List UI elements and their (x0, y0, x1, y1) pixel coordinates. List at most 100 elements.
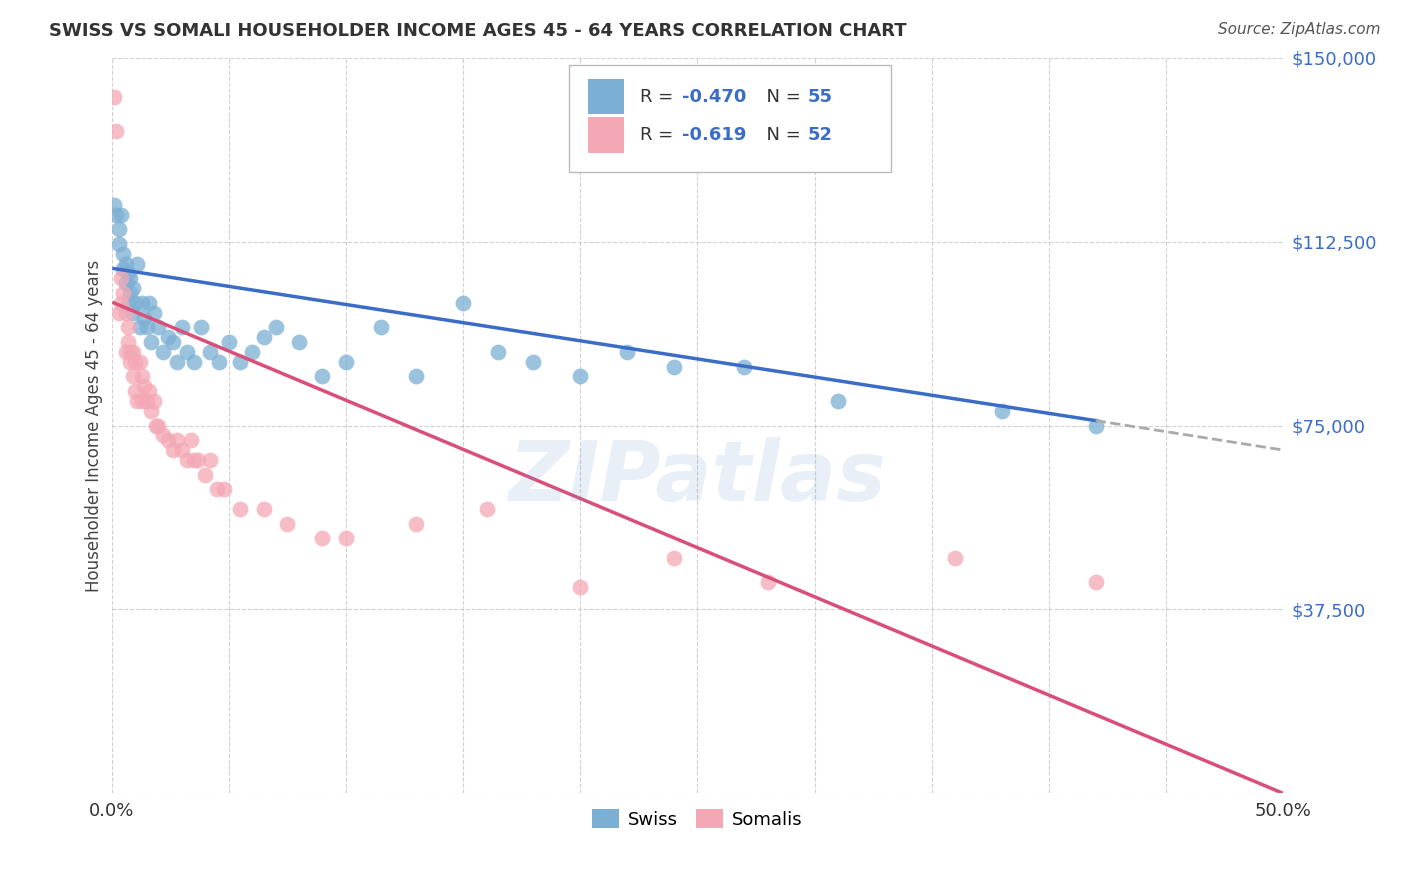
Point (276, 516, 298, 531)
Point (198, 453, 221, 467)
Point (756, 575, 779, 590)
Point (335, 531, 357, 545)
Point (218, 335, 240, 350)
Point (180, 434, 202, 448)
Point (569, 369, 592, 384)
Point (451, 296, 474, 310)
Point (208, 355, 231, 369)
Point (114, 277, 136, 291)
Point (120, 345, 142, 359)
Point (176, 453, 198, 467)
Point (141, 404, 163, 418)
Point (943, 550, 966, 565)
Point (991, 404, 1014, 418)
Point (190, 320, 212, 334)
Point (229, 502, 252, 516)
Text: R =: R = (640, 87, 679, 105)
Point (569, 580, 592, 594)
Point (827, 394, 849, 409)
Point (288, 335, 311, 350)
Point (205, 483, 228, 497)
Point (103, 90, 125, 104)
Point (522, 355, 544, 369)
Y-axis label: Householder Income Ages 45 - 64 years: Householder Income Ages 45 - 64 years (86, 260, 103, 591)
Text: 55: 55 (807, 87, 832, 105)
Point (131, 296, 153, 310)
Point (135, 394, 157, 409)
Point (166, 355, 188, 369)
Point (131, 394, 153, 409)
Point (183, 355, 205, 369)
Point (370, 320, 392, 334)
Point (1084, 575, 1107, 590)
Point (145, 418, 167, 433)
Point (405, 516, 427, 531)
Text: Source: ZipAtlas.com: Source: ZipAtlas.com (1218, 22, 1381, 37)
Point (124, 296, 146, 310)
Point (112, 247, 135, 261)
Point (114, 306, 136, 320)
Point (311, 369, 333, 384)
Legend: Swiss, Somalis: Swiss, Somalis (585, 802, 810, 836)
Point (486, 345, 509, 359)
Point (198, 345, 221, 359)
Text: N =: N = (755, 126, 806, 144)
Point (135, 320, 157, 334)
Point (107, 306, 129, 320)
FancyBboxPatch shape (589, 117, 624, 153)
Text: R =: R = (640, 126, 679, 144)
Point (156, 434, 179, 448)
Point (138, 384, 160, 399)
Point (240, 345, 263, 359)
Point (134, 379, 156, 393)
Point (187, 453, 209, 467)
Text: SWISS VS SOMALI HOUSEHOLDER INCOME AGES 45 - 64 YEARS CORRELATION CHART: SWISS VS SOMALI HOUSEHOLDER INCOME AGES … (49, 22, 907, 40)
Text: -0.470: -0.470 (682, 87, 747, 105)
Point (110, 296, 132, 310)
Point (475, 502, 498, 516)
Point (212, 483, 235, 497)
Point (117, 296, 139, 310)
Point (156, 330, 179, 344)
Text: -0.619: -0.619 (682, 126, 747, 144)
Point (253, 502, 276, 516)
Point (142, 306, 165, 320)
Point (183, 453, 205, 467)
Point (128, 355, 150, 369)
Point (131, 369, 153, 384)
Point (170, 443, 193, 458)
Point (152, 345, 174, 359)
Point (170, 320, 193, 334)
Point (138, 296, 160, 310)
Text: 52: 52 (807, 126, 832, 144)
Point (662, 550, 685, 565)
Point (616, 345, 638, 359)
Point (117, 320, 139, 334)
Point (128, 320, 150, 334)
Point (112, 261, 135, 276)
Point (194, 467, 217, 482)
Point (152, 428, 174, 442)
Point (120, 271, 142, 285)
Text: ZIPatlas: ZIPatlas (509, 436, 886, 517)
Point (662, 359, 685, 374)
Point (114, 257, 136, 271)
Point (107, 222, 129, 236)
Point (148, 418, 170, 433)
Point (229, 355, 252, 369)
FancyBboxPatch shape (568, 65, 890, 171)
Point (264, 320, 287, 334)
Point (733, 359, 755, 374)
Point (112, 286, 135, 301)
Text: N =: N = (755, 87, 806, 105)
Point (335, 355, 357, 369)
Point (162, 443, 184, 458)
Point (117, 267, 139, 281)
Point (176, 345, 198, 359)
Point (405, 369, 427, 384)
Point (105, 208, 128, 222)
Point (114, 345, 136, 359)
Point (253, 330, 276, 344)
Point (166, 434, 188, 448)
Point (120, 286, 142, 301)
